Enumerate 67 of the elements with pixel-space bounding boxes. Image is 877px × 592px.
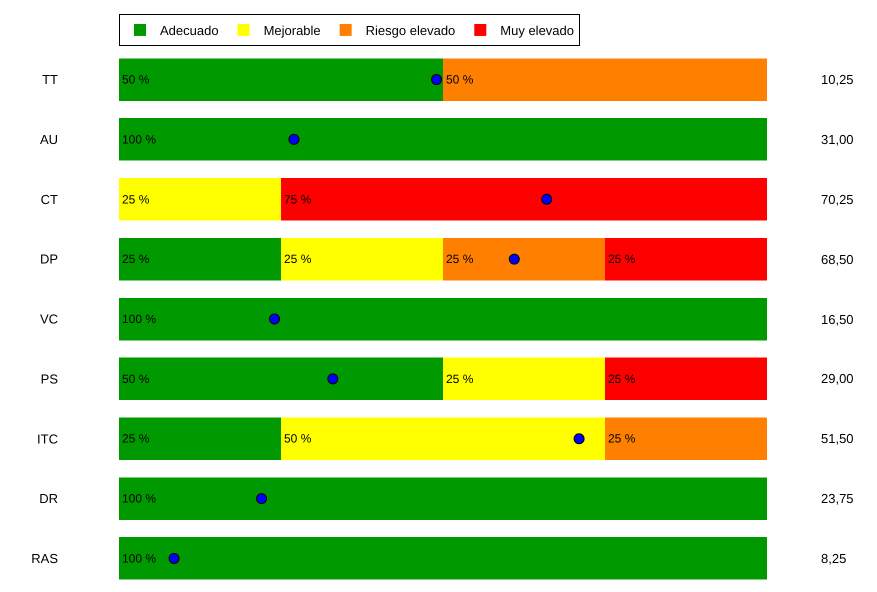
text: 51,50 — [821, 431, 854, 446]
data-label: 50 % — [122, 372, 150, 386]
text: 29,00 — [821, 371, 854, 386]
bar — [119, 58, 443, 101]
point — [256, 493, 268, 504]
y-tick-label: VC — [40, 312, 58, 327]
y-tick-label: DP — [40, 252, 58, 267]
data-label: 25 % — [122, 252, 150, 266]
bar — [119, 178, 281, 221]
data-label: 50 % — [446, 72, 474, 87]
text: 16,50 — [821, 312, 854, 327]
y-tick-label: RAS — [31, 551, 58, 566]
data-label: 50 % — [284, 432, 312, 446]
point — [288, 134, 300, 145]
legend-label: Muy elevado — [500, 23, 574, 38]
data-label: 25 % — [608, 432, 636, 446]
text: 31,00 — [821, 132, 854, 147]
point — [431, 74, 442, 86]
text: 10,25 — [821, 72, 854, 87]
y-tick-label: AU — [40, 132, 58, 147]
bar — [605, 417, 767, 460]
data-label: 50 % — [122, 72, 150, 87]
y-tick-label: ITC — [37, 431, 58, 446]
bar — [119, 358, 443, 400]
text: 23,75 — [821, 491, 854, 506]
point — [508, 254, 520, 265]
data-label: 25 % — [122, 192, 150, 206]
data-label: 100 % — [122, 551, 156, 566]
y-tick-label: TT — [42, 72, 58, 88]
bar — [119, 477, 767, 520]
data-label: 75 % — [284, 192, 312, 206]
point — [574, 433, 585, 444]
data-label: 100 % — [122, 492, 156, 506]
y-tick-label: PS — [40, 371, 58, 386]
text: 70,25 — [821, 192, 854, 207]
data-label: 25 % — [446, 252, 474, 266]
text: 8,25 — [821, 551, 846, 566]
bar — [281, 178, 767, 221]
bar — [119, 298, 767, 340]
bar — [119, 417, 281, 460]
point — [541, 194, 552, 205]
bar — [443, 358, 605, 400]
bar — [119, 238, 281, 280]
data-label: 25 % — [284, 252, 312, 266]
data-label: 25 % — [608, 252, 636, 266]
bar — [605, 358, 767, 400]
legend-label: Adecuado — [160, 23, 219, 38]
y-tick-label: CT — [40, 192, 58, 207]
bar — [605, 238, 767, 280]
text: 68,50 — [821, 252, 854, 267]
bar — [443, 238, 605, 280]
bar — [119, 537, 767, 580]
bar — [281, 238, 443, 280]
y-tick-label: DR — [39, 491, 58, 506]
bar — [119, 118, 767, 161]
data-label: 100 % — [122, 132, 156, 146]
legend-label: Riesgo elevado — [366, 23, 456, 38]
data-label: 25 % — [122, 432, 150, 446]
data-label: 25 % — [608, 372, 636, 386]
legend-label: Mejorable — [264, 23, 321, 38]
data-label: 25 % — [446, 372, 474, 386]
point — [327, 373, 338, 384]
point — [168, 552, 180, 564]
data-label: 100 % — [122, 312, 156, 326]
bar — [443, 58, 767, 101]
point — [269, 314, 280, 324]
bar — [281, 417, 605, 460]
